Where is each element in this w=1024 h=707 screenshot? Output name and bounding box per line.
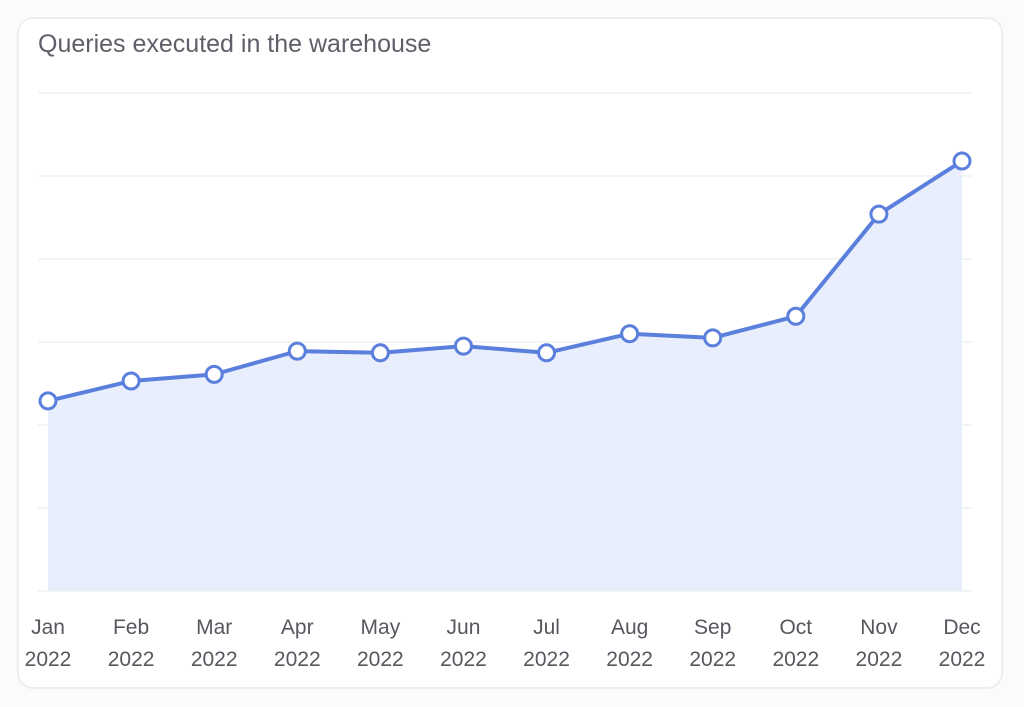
- x-tick-label: Apr: [281, 616, 314, 639]
- x-tick-label: 2022: [274, 648, 321, 671]
- area-fill: [48, 161, 962, 591]
- x-tick-label: Aug: [611, 616, 648, 639]
- x-tick-label: Jan: [31, 616, 65, 639]
- x-tick-label: Jun: [447, 616, 481, 639]
- x-tick-label: Oct: [779, 616, 812, 639]
- x-tick-label: May: [361, 616, 401, 639]
- x-tick-label: Jul: [533, 616, 560, 639]
- x-tick-label: 2022: [25, 648, 72, 671]
- data-point: [121, 371, 141, 391]
- data-point: [952, 151, 972, 171]
- data-point: [620, 324, 640, 344]
- x-tick-label: Mar: [196, 616, 232, 639]
- x-tick-label: 2022: [523, 648, 570, 671]
- x-tick-label: Nov: [860, 616, 898, 639]
- series-line: [47, 159, 964, 403]
- x-tick-label: 2022: [191, 648, 238, 671]
- x-tick-label: 2022: [856, 648, 903, 671]
- data-point: [786, 306, 806, 326]
- x-tick-label: Dec: [943, 616, 980, 639]
- data-point: [537, 343, 557, 363]
- data-point: [204, 364, 224, 384]
- x-tick-label: Sep: [694, 616, 731, 639]
- data-point: [869, 204, 889, 224]
- x-tick-label: Feb: [113, 616, 149, 639]
- x-tick-label: 2022: [939, 648, 986, 671]
- data-point: [38, 391, 58, 411]
- x-tick-label: 2022: [689, 648, 736, 671]
- x-tick-label: 2022: [108, 648, 155, 671]
- x-tick-label: 2022: [772, 648, 819, 671]
- data-point: [370, 343, 390, 363]
- x-tick-label: 2022: [606, 648, 653, 671]
- data-point: [703, 328, 723, 348]
- data-point: [287, 341, 307, 361]
- x-tick-label: 2022: [357, 648, 404, 671]
- data-point: [453, 336, 473, 356]
- x-tick-label: 2022: [440, 648, 487, 671]
- chart-title: Queries executed in the warehouse: [38, 30, 432, 58]
